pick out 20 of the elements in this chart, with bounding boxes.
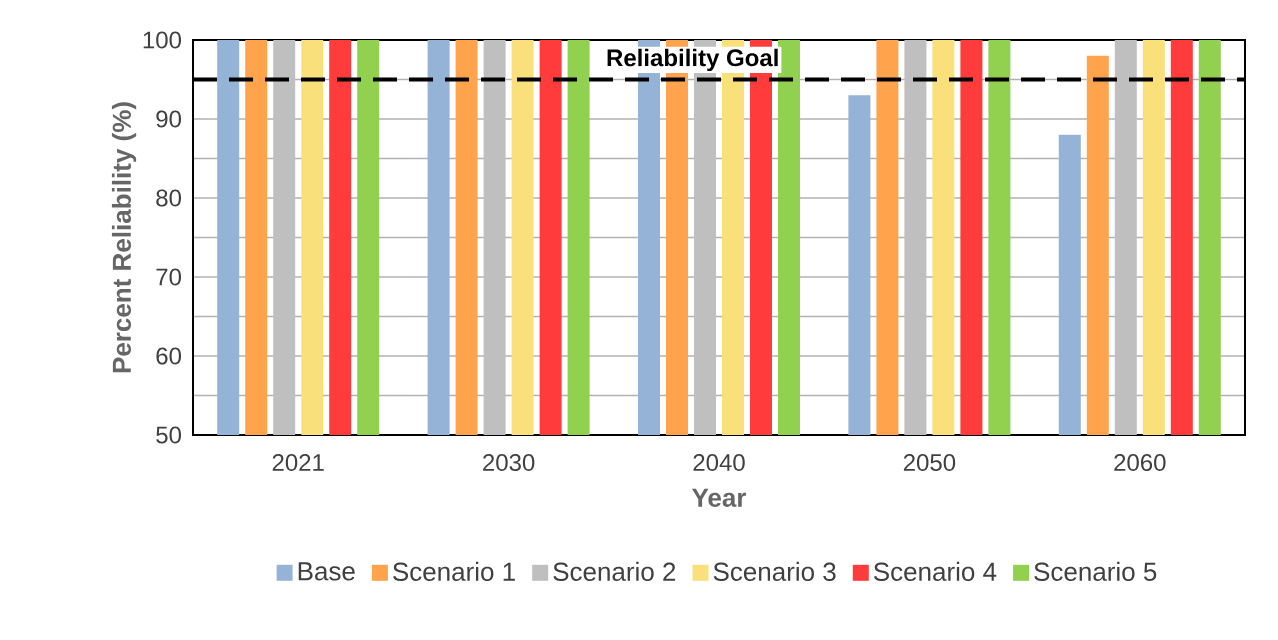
legend-label: Scenario 4 [873, 561, 997, 581]
legend-label: Scenario 5 [1034, 561, 1157, 581]
y-axis-title: Percent Reliability (%) [111, 102, 137, 373]
x-tick-label: 2050 [903, 454, 956, 472]
ref-line-label: Reliability Goal [607, 48, 778, 72]
y-tick-label: 90 [156, 110, 182, 128]
x-tick-label: 2060 [1114, 454, 1166, 472]
y-tick-label: 60 [156, 347, 182, 365]
legend-label: Scenario 3 [713, 561, 836, 581]
y-tick-label: 50 [156, 426, 182, 444]
y-tick-label: 100 [143, 31, 182, 49]
x-tick-label: 2030 [483, 454, 535, 472]
y-tick-label: 80 [156, 189, 182, 207]
legend-label: Scenario 2 [553, 561, 676, 581]
legend-label: Base [298, 562, 355, 581]
x-tick-label: 2040 [693, 454, 745, 472]
y-tick-label: 70 [156, 268, 182, 286]
x-tick-label: 2021 [272, 454, 324, 472]
legend-label: Scenario 1 [393, 561, 515, 581]
x-axis-title: Year [691, 488, 747, 507]
